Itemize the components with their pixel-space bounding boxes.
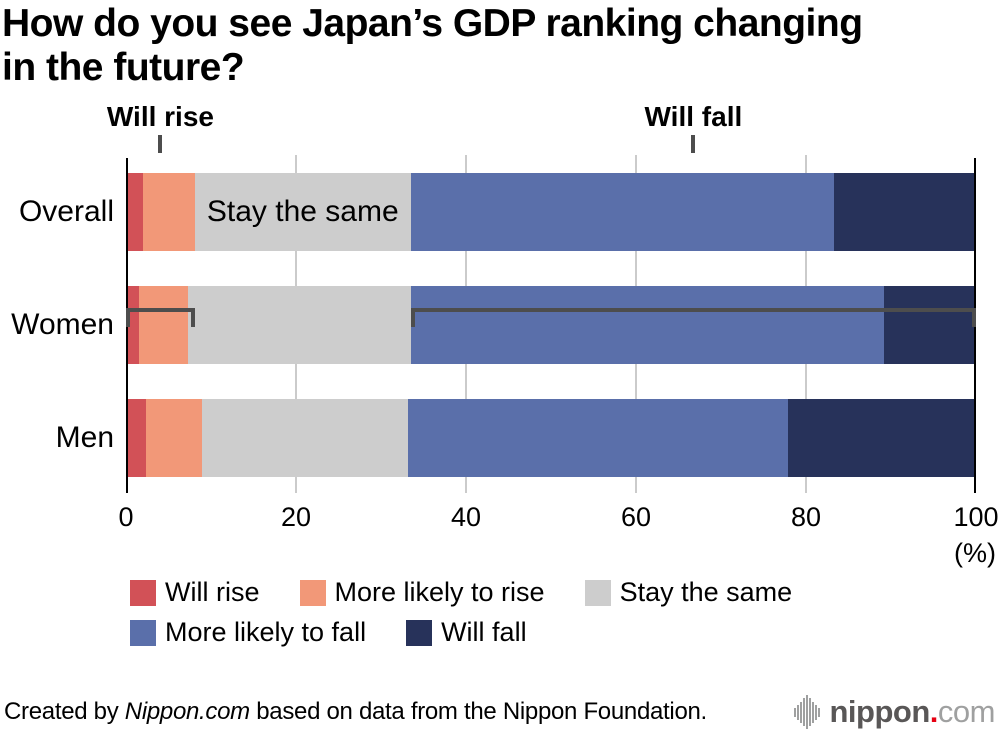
x-axis-unit: (%) [954, 538, 996, 568]
x-tick-label-60: 60 [620, 502, 652, 532]
bar-segment-stay-the-same [201, 399, 409, 477]
legend-item-stay-the-same: Stay the same [584, 577, 793, 608]
credit-site: Nippon.com [124, 698, 250, 725]
chart-title-line1: How do you see Japan’s GDP ranking chang… [2, 2, 863, 45]
annotation-will-fall-bracket [410, 308, 976, 327]
bar-segment-more-likely-to-rise [138, 286, 189, 364]
legend-row-1: Will rise More likely to rise Stay the sam… [130, 577, 792, 608]
legend-label-more-likely-to-fall: More likely to fall [165, 617, 367, 647]
annotation-will-fall-stem [691, 135, 696, 153]
legend-item-more-likely-to-rise: More likely to rise [299, 577, 545, 608]
bar-segment-will-fall [834, 173, 976, 251]
bar-segment-stay-the-same [194, 173, 411, 251]
legend-label-more-likely-to-rise: More likely to rise [334, 577, 545, 607]
legend-label-will-rise: Will rise [165, 577, 260, 607]
legend-item-will-rise: Will rise [130, 577, 260, 608]
legend-row-2: More likely to fall Will fall [130, 617, 792, 648]
logo-brand: nippon [829, 694, 931, 729]
chart-legend: Will rise More likely to rise Stay the sam… [130, 577, 792, 648]
annotation-will-rise-bracket [126, 308, 195, 327]
bar-row-women [126, 286, 976, 364]
bar-segment-more-likely-to-rise [143, 173, 195, 251]
legend-swatch-will-fall [406, 619, 433, 646]
bar-row-overall [126, 173, 976, 251]
bar-segment-will-rise [126, 173, 143, 251]
bar-segment-will-rise [126, 399, 146, 477]
x-tick-label-0: 0 [118, 502, 134, 532]
category-label-overall: Overall [18, 195, 114, 228]
x-tick-label-20: 20 [280, 502, 312, 532]
stay-the-same-segment-label: Stay the same [206, 195, 399, 228]
bar-segment-more-likely-to-fall [410, 173, 835, 251]
bar-segment-more-likely-to-fall [408, 399, 789, 477]
legend-swatch-more-likely-to-rise [299, 579, 326, 606]
credit-text: Created by Nippon.com based on data from… [4, 698, 707, 726]
legend-swatch-more-likely-to-fall [130, 619, 156, 646]
bar-segment-will-fall [788, 399, 976, 477]
annotation-will-fall-label: Will fall [644, 101, 743, 132]
legend-item-will-fall: Will fall [406, 617, 527, 648]
plot-area: Stay the same [126, 155, 976, 493]
soundwave-icon [793, 695, 820, 729]
legend-item-more-likely-to-fall: More likely to fall [130, 617, 366, 648]
chart-title: How do you see Japan’s GDP ranking chang… [2, 2, 863, 90]
legend-label-stay-the-same: Stay the same [619, 577, 793, 607]
annotation-will-rise-stem [158, 135, 163, 153]
x-tick-label-40: 40 [450, 502, 482, 532]
logo-tld: com [937, 694, 996, 729]
bar-segment-more-likely-to-rise [145, 399, 202, 477]
x-tick-label-100: 100 [953, 502, 999, 532]
logo-dot: . [929, 694, 939, 729]
annotation-will-rise-label: Will rise [106, 101, 214, 132]
legend-swatch-stay-the-same [584, 579, 611, 606]
bar-segment-stay-the-same [188, 286, 411, 364]
category-label-men: Men [55, 421, 114, 454]
legend-label-will-fall: Will fall [441, 617, 527, 647]
bar-segment-will-rise [126, 286, 139, 364]
bar-segment-more-likely-to-fall [410, 286, 885, 364]
legend-swatch-will-rise [130, 579, 156, 606]
nippon-logo-text: nippon.com [830, 694, 996, 730]
chart-title-line2: in the future? [2, 46, 245, 89]
x-axis: 0 20 40 60 80 100 [118, 502, 998, 534]
nippon-logo: nippon.com [793, 694, 996, 730]
credit-prefix: Created by [4, 698, 125, 725]
bar-segment-will-fall [884, 286, 976, 364]
bar-row-men [126, 399, 976, 477]
x-tick-label-80: 80 [790, 502, 822, 532]
footer: Created by Nippon.com based on data from… [4, 690, 996, 734]
category-label-women: Women [11, 308, 114, 341]
credit-suffix: based on data from the Nippon Foundation… [249, 698, 707, 725]
